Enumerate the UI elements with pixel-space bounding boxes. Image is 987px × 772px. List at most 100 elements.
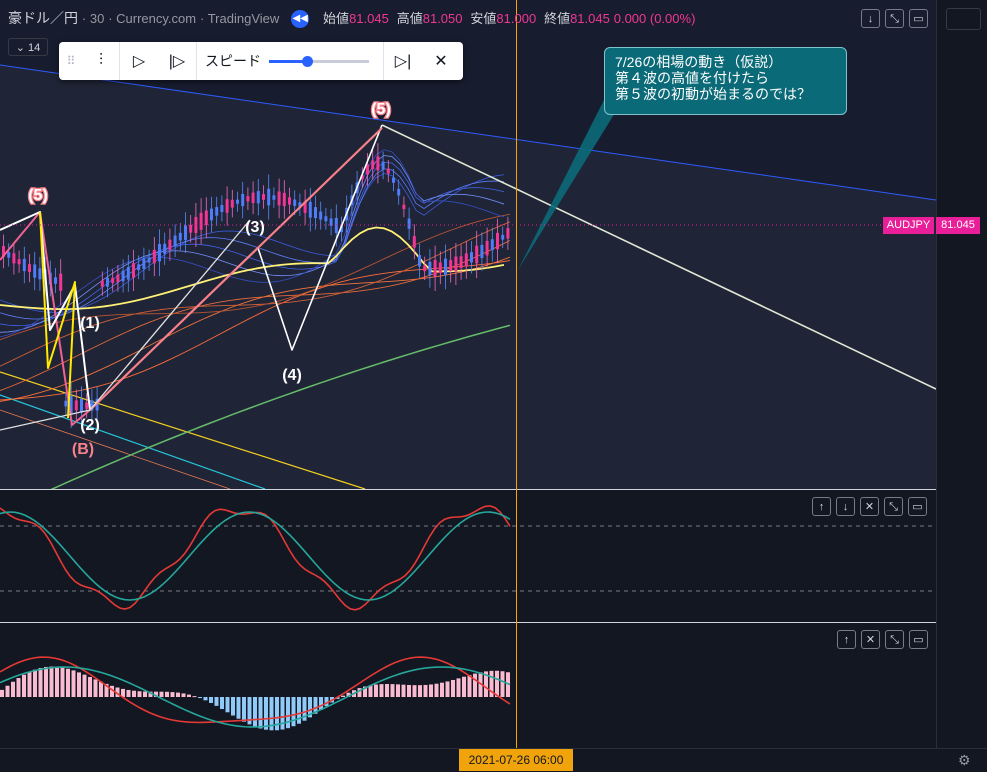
candle-body [173, 235, 177, 246]
candle-body [428, 261, 432, 276]
gear-icon[interactable]: ⚙ [958, 752, 971, 768]
candle-body [262, 194, 265, 200]
candle-body [194, 216, 198, 233]
last-price-tag: 81.045 [936, 217, 980, 234]
stochastic-canvas[interactable] [0, 490, 936, 621]
arrow-up-icon[interactable]: ↑ [812, 497, 831, 516]
symbol-legend: 豪ドル／円 · 30 · Currency.com · TradingView … [8, 8, 695, 29]
interval-dropdown[interactable]: ⌄ 14 [8, 38, 48, 56]
candle-body [360, 175, 364, 180]
macd-histogram-bar [280, 697, 285, 730]
candle-body [17, 259, 21, 265]
price-axis[interactable] [936, 0, 987, 748]
pane-separator[interactable] [0, 622, 987, 623]
macd-histogram-bar [33, 669, 37, 697]
macd-histogram-bar [489, 670, 494, 697]
open-label: 始値 [323, 11, 350, 26]
symbol-name[interactable]: 豪ドル／円 [8, 10, 78, 26]
macd-histogram-bar [99, 681, 103, 697]
bar-select-icon[interactable]: ⫶ [98, 52, 103, 69]
candle-body [236, 199, 239, 204]
collapse-icon[interactable]: ⤡ [884, 497, 903, 516]
trendline-yellow [0, 371, 366, 490]
callout-annotation[interactable]: 7/26の相場の動き（仮説） 第４波の高値を付けたら 第５波の初動が始まるのでは… [604, 47, 847, 115]
maximize-icon[interactable]: ▭ [908, 497, 927, 516]
macd-histogram-bar [440, 682, 444, 697]
step-forward-icon[interactable]: |▷ [168, 53, 186, 70]
candle-body [220, 205, 224, 213]
top-right-button[interactable] [946, 8, 981, 30]
crosshair-vertical-line [516, 0, 517, 748]
callout-pointer [518, 98, 618, 270]
candle-body [210, 208, 213, 221]
price-chart-canvas[interactable]: (5)(5)(1)(2)(B)(3)(4)(5)(5) [0, 0, 937, 491]
candle-body [132, 263, 135, 278]
macd-histogram-bar [346, 692, 351, 697]
macd-histogram-bar [429, 684, 433, 697]
speed-slider-knob[interactable] [302, 55, 313, 67]
maximize-icon[interactable]: ▭ [909, 630, 928, 649]
close-icon[interactable]: ✕ [434, 53, 448, 70]
candle-body [282, 192, 286, 207]
macd-histogram-bar [385, 684, 389, 697]
candle-body [59, 273, 63, 291]
candle-body [464, 253, 468, 267]
replay-toolbar: ⠿ ⫶ ▷ |▷ スピード ▷| ✕ [59, 42, 463, 80]
close-icon[interactable]: ✕ [860, 497, 879, 516]
macd-histogram-bar [5, 685, 10, 697]
drag-handle-icon[interactable]: ⠿ [66, 54, 76, 68]
speed-slider[interactable] [269, 55, 369, 67]
ribbon-line [0, 168, 505, 320]
collapse-icon[interactable]: ⤡ [885, 630, 904, 649]
candle-body [501, 234, 505, 240]
macd-histogram-bar [363, 686, 367, 697]
macd-canvas[interactable] [0, 623, 936, 748]
pane-separator[interactable] [0, 489, 987, 490]
candle-body [12, 253, 16, 264]
replay-mode-icon[interactable]: ◀◀ [291, 10, 310, 29]
macd-histogram-bar [143, 691, 147, 697]
candle-body [74, 400, 78, 411]
jump-to-realtime-icon[interactable]: ▷| [394, 53, 412, 70]
candle-body [496, 232, 499, 250]
arrow-down-icon[interactable]: ↓ [861, 9, 880, 28]
macd-histogram-bar [269, 697, 274, 731]
candle-body [407, 218, 411, 229]
macd-histogram-bar [44, 666, 48, 697]
collapse-icon[interactable]: ⤡ [885, 9, 904, 28]
macd-histogram-bar [55, 666, 59, 697]
wave-label: (5) [28, 187, 48, 204]
macd-pane[interactable] [0, 623, 987, 748]
arrow-up-icon[interactable]: ↑ [837, 630, 856, 649]
play-icon[interactable]: ▷ [132, 53, 146, 70]
trendline-orange [0, 409, 231, 490]
macd-histogram-bar [390, 684, 395, 697]
macd-histogram-bar [66, 668, 70, 697]
macd-histogram-bar [93, 679, 98, 697]
maximize-icon[interactable]: ▭ [909, 9, 928, 28]
wave-label: (B) [72, 441, 94, 458]
macd-histogram-bar [434, 683, 439, 697]
candle-body [308, 201, 312, 218]
speed-label: スピード [205, 53, 261, 69]
macd-histogram-bar [220, 697, 224, 710]
macd-histogram-bar [115, 687, 120, 697]
candle-body [324, 216, 328, 222]
macd-histogram-bar [456, 678, 461, 697]
stoch-d-line [0, 511, 511, 601]
candle-body [215, 207, 219, 216]
high-label: 高値 [396, 11, 423, 26]
close-icon[interactable]: ✕ [861, 630, 880, 649]
candle-body [485, 240, 489, 256]
candle-body [386, 168, 390, 174]
macd-histogram-bar [38, 667, 43, 697]
candle-body [246, 196, 250, 202]
macd-histogram-bar [203, 697, 208, 701]
macd-histogram-bar [319, 697, 323, 710]
arrow-down-icon[interactable]: ↓ [836, 497, 855, 516]
candle-body [204, 210, 208, 226]
low-value: 81.000 [496, 11, 537, 26]
stochastic-pane[interactable] [0, 490, 987, 621]
candle-body [381, 161, 385, 170]
macd-histogram-bar [16, 678, 21, 697]
